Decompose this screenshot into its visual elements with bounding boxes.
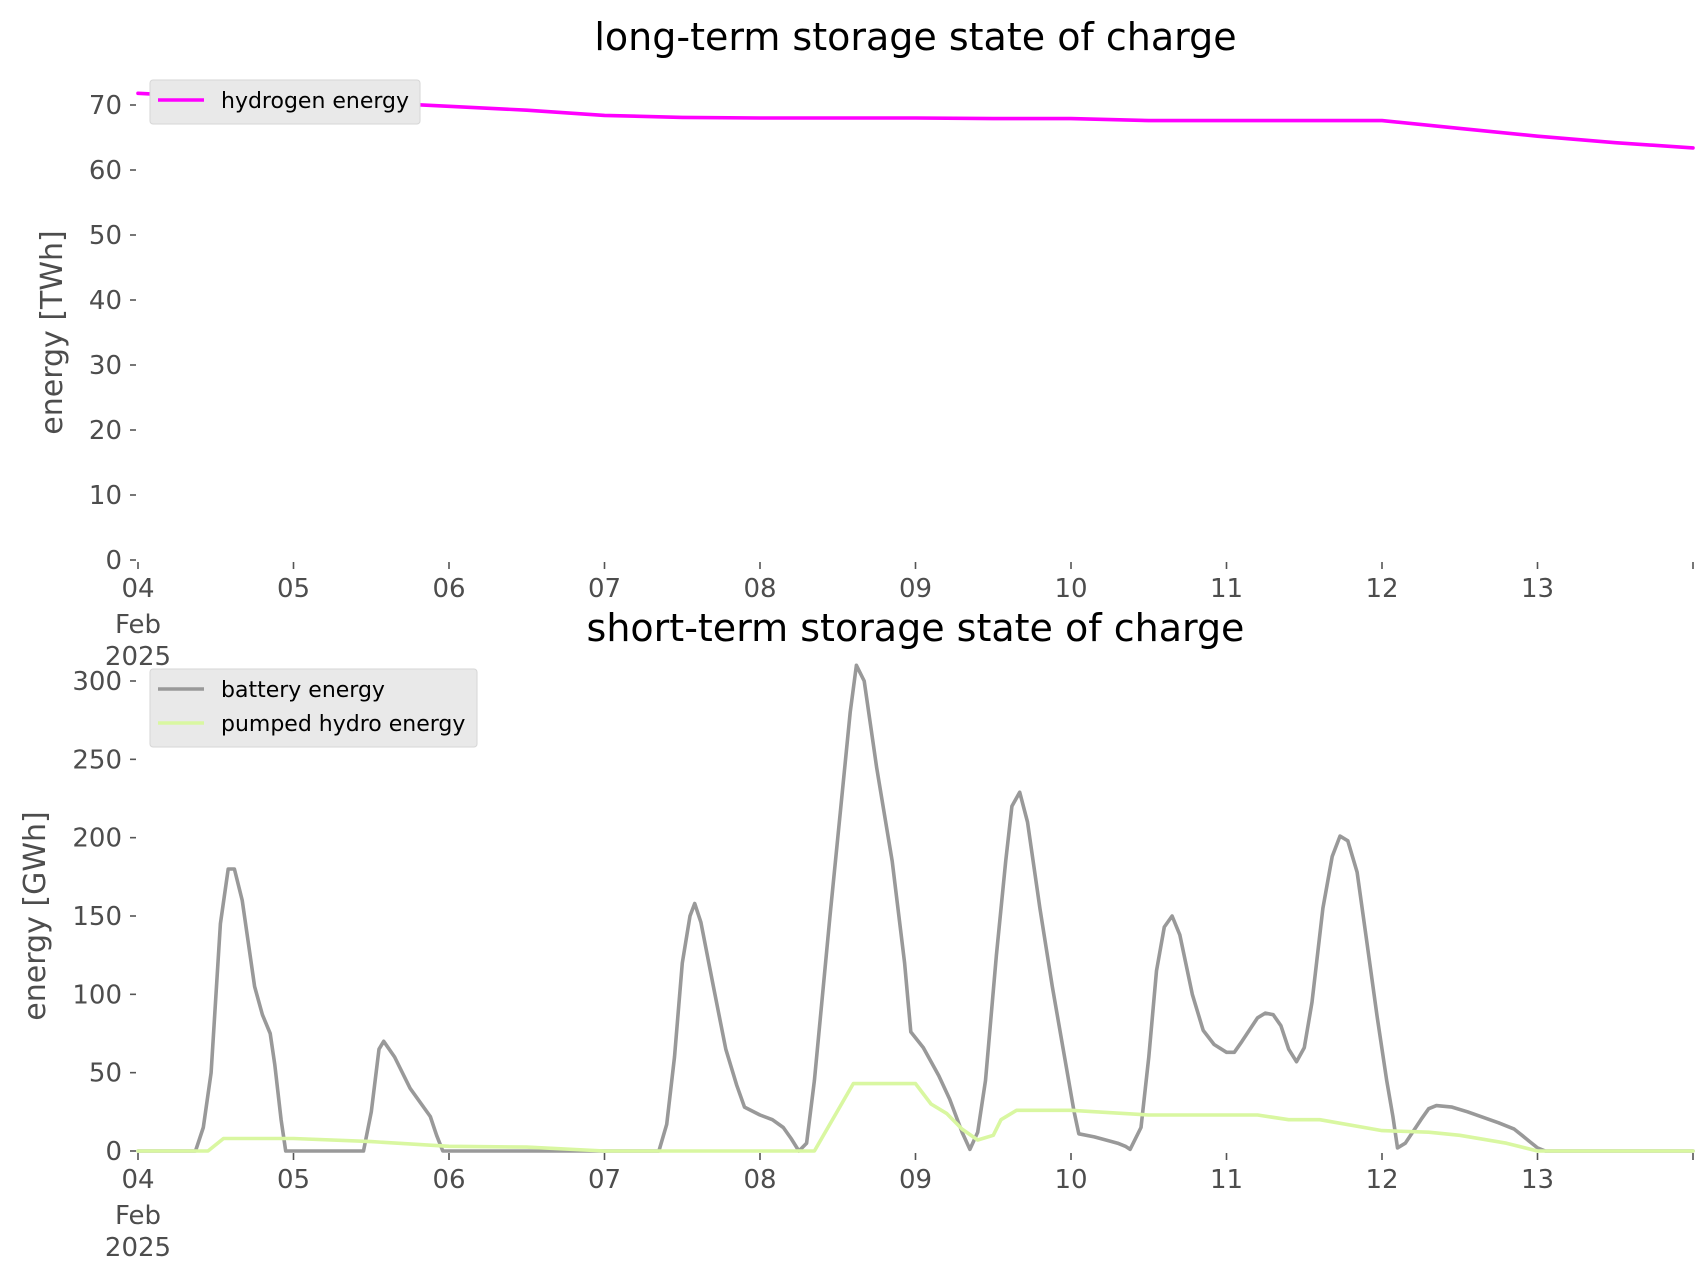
x-tick-label: 09 [899, 1165, 932, 1195]
series-line-pumped-hydro-energy [136, 1081, 1695, 1153]
y-tick-label: 300 [72, 667, 122, 697]
x-tick-label: 05 [277, 1165, 310, 1195]
x-tick-sublabel: 2025 [105, 642, 171, 672]
y-tick-label: 150 [72, 902, 122, 932]
y-tick-label: 50 [89, 1059, 122, 1089]
y-tick-label: 40 [89, 286, 122, 316]
y-axis-label: energy [TWh] [35, 230, 70, 434]
y-tick-label: 50 [89, 221, 122, 251]
legend-entry: pumped hydro energy [221, 712, 465, 737]
x-tick-label: 04 [121, 574, 154, 604]
long-term-storage-chart: long-term storage state of charge energy … [35, 15, 1695, 672]
legend-entry: hydrogen energy [221, 89, 409, 114]
y-tick-label: 30 [89, 351, 122, 381]
x-tick-label: 08 [743, 574, 776, 604]
x-tick-label: 10 [1054, 1165, 1087, 1195]
legend-box [149, 668, 478, 748]
x-tick-label: 12 [1365, 574, 1398, 604]
x-tick-label: 10 [1054, 574, 1087, 604]
x-tick-label: 07 [588, 574, 621, 604]
x-tick-label: 11 [1210, 574, 1243, 604]
y-tick-label: 10 [89, 481, 122, 511]
x-tick-label: 05 [277, 574, 310, 604]
short-term-storage-chart: short-term storage state of charge energy… [18, 606, 1695, 1263]
x-tick-label: 12 [1365, 1165, 1398, 1195]
x-tick-label: 11 [1210, 1165, 1243, 1195]
y-tick-label: 20 [89, 416, 122, 446]
legend-entry: battery energy [221, 678, 385, 703]
y-tick-label: 70 [89, 91, 122, 121]
x-tick-label: 07 [588, 1165, 621, 1195]
x-tick-label: 04 [121, 1165, 154, 1195]
x-tick-label: 13 [1521, 574, 1554, 604]
x-tick-label: 06 [432, 1165, 465, 1195]
y-tick-label: 0 [105, 546, 122, 576]
y-tick-label: 250 [72, 745, 122, 775]
legend: battery energy pumped hydro energy [149, 668, 478, 748]
y-tick-label: 100 [72, 980, 122, 1010]
x-tick-sublabel: Feb [115, 610, 161, 640]
chart-title: short-term storage state of charge [587, 606, 1245, 650]
x-tick-sublabel: 2025 [105, 1233, 171, 1263]
x-tick-label: 13 [1521, 1165, 1554, 1195]
y-tick-label: 60 [89, 156, 122, 186]
series-line-battery-energy [136, 663, 1695, 1153]
chart-title: long-term storage state of charge [594, 15, 1236, 59]
x-tick-sublabel: Feb [115, 1201, 161, 1231]
x-tick-label: 08 [743, 1165, 776, 1195]
x-tick-label: 06 [432, 574, 465, 604]
legend: hydrogen energy [149, 79, 421, 125]
x-tick-label: 09 [899, 574, 932, 604]
y-tick-label: 200 [72, 824, 122, 854]
legend-box [149, 79, 421, 125]
y-tick-label: 0 [105, 1137, 122, 1167]
y-axis-label: energy [GWh] [18, 811, 53, 1020]
